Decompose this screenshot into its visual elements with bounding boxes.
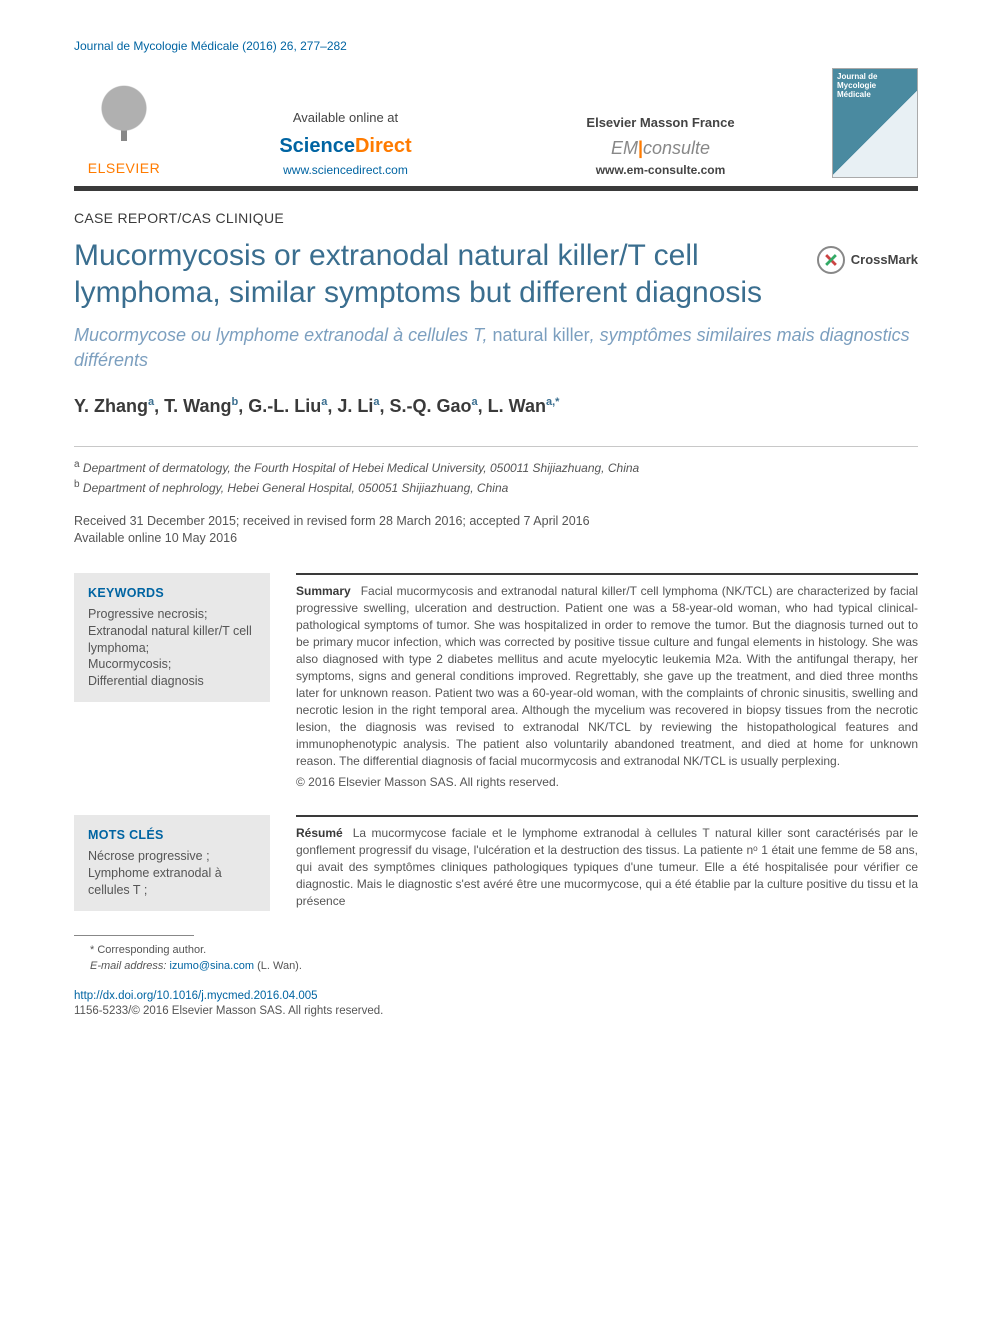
dates-online: Available online 10 May 2016: [74, 530, 918, 547]
cover-line-1: Journal de: [837, 72, 877, 81]
title-row: Mucormycosis or extranodal natural kille…: [74, 238, 918, 323]
mots-cles-list: Nécrose progressive ; Lymphome extranoda…: [88, 848, 256, 899]
affiliation-b: b Department of nephrology, Hebei Genera…: [74, 477, 918, 497]
emconsulte-block: Elsevier Masson France EM|consulte www.e…: [517, 114, 804, 178]
author: T. Wangb: [164, 396, 238, 416]
crossmark-icon: [817, 246, 845, 274]
author: L. Wana,*: [488, 396, 560, 416]
sciencedirect-block: Available online at ScienceDirect www.sc…: [202, 109, 489, 178]
crossmark-badge[interactable]: CrossMark: [817, 246, 918, 274]
article-dates: Received 31 December 2015; received in r…: [74, 513, 918, 547]
em-logo-right: consulte: [643, 138, 710, 158]
author: G.-L. Liua: [248, 396, 327, 416]
emconsulte-url[interactable]: www.em-consulte.com: [517, 162, 804, 178]
summary-section: KEYWORDS Progressive necrosis; Extranoda…: [74, 573, 918, 791]
journal-cover-thumbnail: Journal de Mycologie Médicale: [832, 68, 918, 178]
keywords-box: KEYWORDS Progressive necrosis; Extranoda…: [74, 573, 270, 702]
doi-block: http://dx.doi.org/10.1016/j.mycmed.2016.…: [74, 989, 918, 1020]
resume-label: Résumé: [296, 826, 343, 840]
cover-line-3: Médicale: [837, 90, 871, 99]
dates-received: Received 31 December 2015; received in r…: [74, 513, 918, 530]
article-type-label: CASE REPORT/CAS CLINIQUE: [74, 209, 918, 228]
authors-list: Y. Zhanga, T. Wangb, G.-L. Liua, J. Lia,…: [74, 394, 918, 418]
doi-link[interactable]: http://dx.doi.org/10.1016/j.mycmed.2016.…: [74, 990, 318, 1002]
emconsulte-logo[interactable]: EM|consulte: [517, 136, 804, 160]
affiliation-a: a Department of dermatology, the Fourth …: [74, 457, 918, 477]
resume-text: La mucormycose faciale et le lymphome ex…: [296, 826, 918, 908]
resume-section: MOTS CLÉS Nécrose progressive ; Lymphome…: [74, 815, 918, 911]
journal-cover-title: Journal de Mycologie Médicale: [837, 73, 913, 99]
author: J. Lia: [337, 396, 379, 416]
corresponding-name: (L. Wan).: [257, 960, 302, 972]
sciencedirect-url[interactable]: www.sciencedirect.com: [202, 162, 489, 178]
article-title: Mucormycosis or extranodal natural kille…: [74, 238, 797, 311]
elsevier-masson-label: Elsevier Masson France: [517, 114, 804, 132]
available-online-label: Available online at: [202, 109, 489, 127]
journal-citation: Journal de Mycologie Médicale (2016) 26,…: [74, 38, 918, 54]
footnote-divider: [74, 935, 194, 936]
summary-text: Facial mucormycosis and extranodal natur…: [296, 584, 918, 768]
resume-body: RésuméLa mucormycose faciale et le lymph…: [296, 815, 918, 911]
crossmark-label: CrossMark: [851, 251, 918, 269]
article-subtitle: Mucormycose ou lymphome extranodal à cel…: [74, 323, 918, 372]
corresponding-author-footnote: * Corresponding author. E-mail address: …: [74, 942, 918, 975]
affiliations: a Department of dermatology, the Fourth …: [74, 457, 918, 497]
corresponding-label: * Corresponding author.: [90, 942, 918, 959]
summary-body: SummaryFacial mucormycosis and extranoda…: [296, 573, 918, 791]
author: Y. Zhanga: [74, 396, 154, 416]
mots-cles-heading: MOTS CLÉS: [88, 827, 256, 844]
email-line: E-mail address: izumo@sina.com (L. Wan).: [90, 958, 918, 975]
subtitle-prefix: Mucormycose ou lymphome extranodal à cel…: [74, 325, 493, 345]
elsevier-tree-icon: [92, 83, 156, 155]
sciencedirect-logo[interactable]: ScienceDirect: [202, 133, 489, 160]
subtitle-roman: natural killer: [493, 325, 590, 345]
keywords-list: Progressive necrosis; Extranodal natural…: [88, 606, 256, 690]
issn-copyright: 1156-5233/© 2016 Elsevier Masson SAS. Al…: [74, 1005, 383, 1017]
sd-logo-right: Direct: [355, 135, 412, 157]
corresponding-email[interactable]: izumo@sina.com: [169, 960, 254, 972]
email-label: E-mail address:: [90, 960, 166, 972]
sd-logo-left: Science: [279, 135, 355, 157]
author: S.-Q. Gaoa: [390, 396, 478, 416]
mots-cles-box: MOTS CLÉS Nécrose progressive ; Lymphome…: [74, 815, 270, 911]
authors-divider: [74, 446, 918, 447]
header-divider: [74, 186, 918, 191]
summary-label: Summary: [296, 584, 351, 598]
elsevier-wordmark: ELSEVIER: [88, 159, 160, 178]
elsevier-logo: ELSEVIER: [74, 68, 174, 178]
keywords-heading: KEYWORDS: [88, 585, 256, 602]
summary-copyright: © 2016 Elsevier Masson SAS. All rights r…: [296, 774, 918, 791]
em-logo-left: EM: [611, 138, 638, 158]
header-row: ELSEVIER Available online at ScienceDire…: [74, 68, 918, 178]
cover-line-2: Mycologie: [837, 81, 876, 90]
